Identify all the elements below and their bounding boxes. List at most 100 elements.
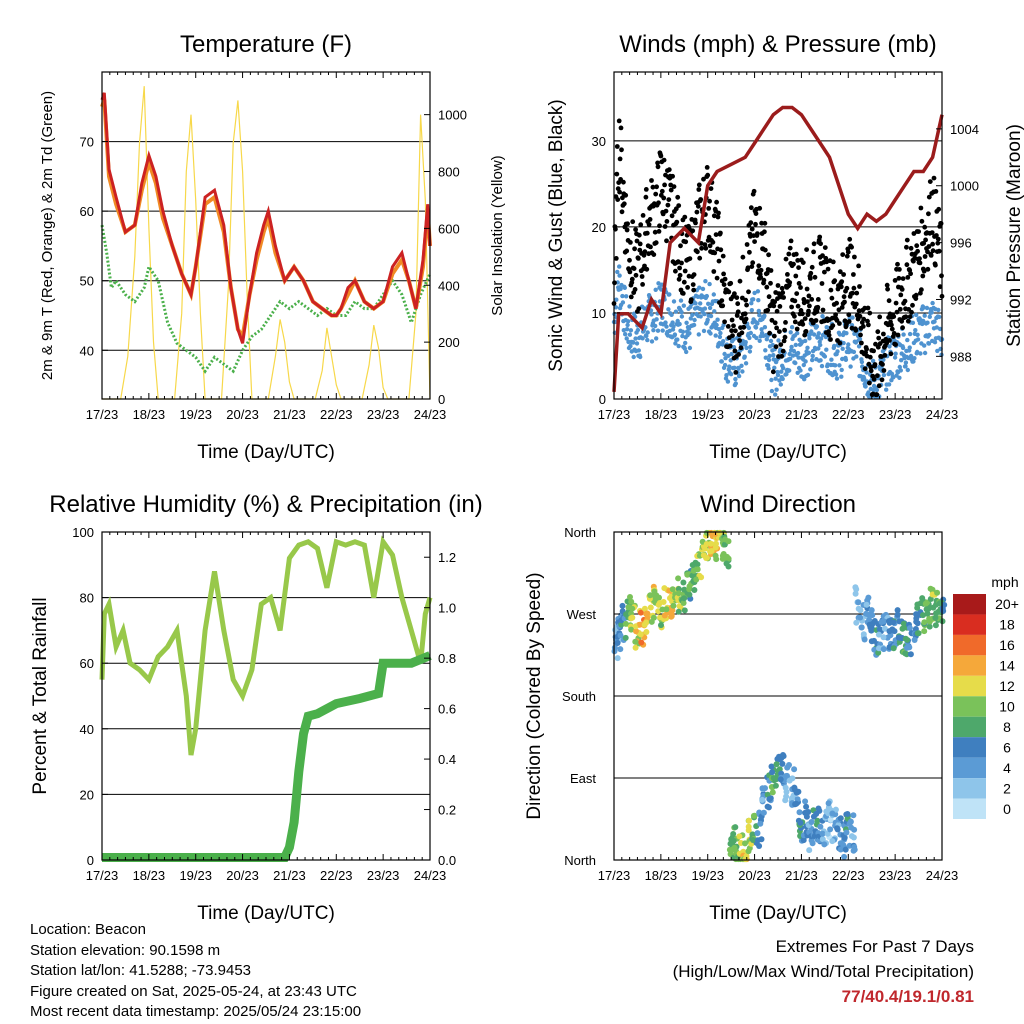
wind-point xyxy=(922,313,927,318)
wind-point xyxy=(922,350,928,356)
gust-point xyxy=(732,291,737,297)
gust-point xyxy=(785,272,790,277)
direction-point xyxy=(760,809,767,816)
direction-point xyxy=(808,819,815,825)
gust-point xyxy=(743,297,749,303)
wind-point xyxy=(779,369,784,374)
gust-point xyxy=(850,290,855,296)
y-tick-label: 20 xyxy=(80,787,94,802)
direction-point xyxy=(911,637,918,643)
direction-point xyxy=(897,634,903,641)
gust-point xyxy=(786,251,792,257)
wind-point xyxy=(625,322,630,328)
gust-point xyxy=(633,272,639,278)
gust-point xyxy=(745,265,751,271)
gust-point xyxy=(923,237,928,243)
gust-point xyxy=(881,368,887,373)
gust-point xyxy=(828,337,833,342)
gust-point xyxy=(851,272,856,277)
y-tick-label: 0 xyxy=(599,392,606,407)
wind-point xyxy=(789,344,794,350)
gust-point xyxy=(867,380,872,386)
wind-point xyxy=(810,357,815,363)
direction-point xyxy=(773,761,780,768)
wind-point xyxy=(805,345,810,350)
wind-point xyxy=(679,309,684,315)
wind-point xyxy=(778,382,783,387)
gust-point xyxy=(773,344,779,350)
wind-point xyxy=(910,320,916,325)
direction-point xyxy=(663,606,670,613)
direction-point xyxy=(780,753,787,760)
wind-point xyxy=(763,355,768,360)
direction-point xyxy=(841,853,848,860)
direction-point xyxy=(932,614,939,621)
wind-point xyxy=(698,314,703,319)
gust-point xyxy=(806,293,812,299)
direction-point xyxy=(746,817,752,824)
x-axis-label-3: Time (Day/UTC) xyxy=(709,903,847,924)
gust-point xyxy=(702,242,708,248)
direction-point xyxy=(749,831,756,838)
wind-point xyxy=(707,281,712,287)
x-tick-label: 22/23 xyxy=(320,868,353,883)
gust-point xyxy=(699,245,704,251)
wind-point xyxy=(757,338,762,343)
wind-point xyxy=(835,349,840,354)
gust-point xyxy=(669,213,675,219)
wind-point xyxy=(671,299,677,304)
gust-point xyxy=(840,252,846,257)
direction-point xyxy=(745,823,752,830)
y2-tick-label: 0.6 xyxy=(438,702,456,717)
gust-point xyxy=(927,179,933,185)
x-axis-label-1: Time (Day/UTC) xyxy=(709,442,847,463)
gust-point xyxy=(875,329,881,335)
y-tick-label: 30 xyxy=(592,134,606,149)
wind-point xyxy=(707,305,713,311)
wind-point xyxy=(833,363,838,368)
direction-point xyxy=(716,529,723,536)
direction-point xyxy=(745,848,752,855)
gust-point xyxy=(636,232,642,238)
wind-point xyxy=(886,382,892,387)
gust-point xyxy=(710,239,716,245)
y-tick-label: 50 xyxy=(80,274,94,289)
y-tick-label: 80 xyxy=(80,591,94,606)
y2-tick-label: 1.2 xyxy=(438,550,456,565)
gust-point xyxy=(627,269,633,275)
gust-point xyxy=(756,263,762,269)
direction-point xyxy=(730,837,737,844)
direction-point xyxy=(821,841,828,848)
direction-point xyxy=(903,644,910,651)
direction-point xyxy=(675,590,682,597)
gust-point xyxy=(733,370,739,375)
gust-point xyxy=(774,325,779,331)
direction-point xyxy=(768,763,775,770)
colorbar-label: 10 xyxy=(999,699,1015,715)
extremes-panel: Extremes For Past 7 Days (High/Low/Max W… xyxy=(673,934,974,1009)
wind-point xyxy=(844,331,849,336)
wind-point xyxy=(843,357,849,362)
chart-title-2: Relative Humidity (%) & Precipitation (i… xyxy=(49,491,482,518)
direction-point xyxy=(865,594,872,601)
direction-point xyxy=(921,628,928,635)
wind-point xyxy=(915,332,920,337)
gust-point xyxy=(780,290,786,296)
colorbar-swatch xyxy=(953,634,986,656)
direction-point xyxy=(802,798,809,805)
gust-point xyxy=(933,189,939,194)
direction-point xyxy=(779,760,786,767)
wind-point xyxy=(719,359,724,364)
wind-point xyxy=(795,350,801,356)
wind-point xyxy=(743,361,749,366)
gust-point xyxy=(935,240,941,246)
wind-point xyxy=(907,345,912,350)
gust-point xyxy=(791,261,796,267)
x-tick-label: 23/23 xyxy=(367,407,400,422)
direction-point xyxy=(850,834,857,841)
direction-point xyxy=(661,612,668,619)
wind-point xyxy=(702,306,708,311)
wind-point xyxy=(899,358,904,363)
x-axis-label-2: Time (Day/UTC) xyxy=(197,903,335,924)
gust-point xyxy=(751,188,757,194)
